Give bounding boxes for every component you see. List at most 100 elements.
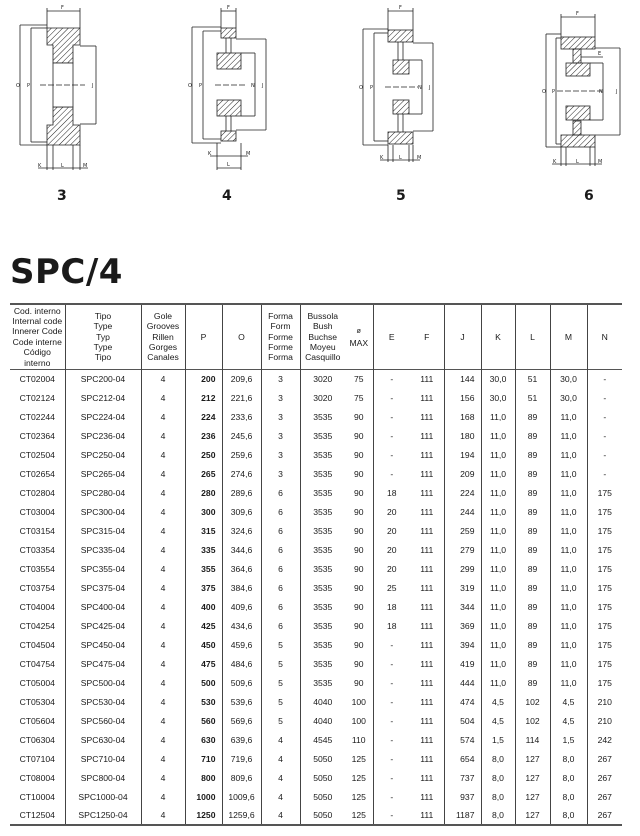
cell-max: 90 <box>345 407 374 426</box>
cell-e: - <box>390 696 394 707</box>
cell-code: CT04254 <box>10 616 66 635</box>
cell-grooves: 4 <box>141 597 186 616</box>
cell-form: 6 <box>261 559 301 578</box>
cell-f: 111 <box>410 673 445 692</box>
cell-n: 175 <box>597 487 612 498</box>
cell-k: 4,5 <box>481 692 516 711</box>
cell-k: 11,0 <box>481 635 516 654</box>
cell-bush: 3535 <box>313 620 333 631</box>
dim-label: L <box>61 163 64 169</box>
cell-max: 100 <box>345 711 374 730</box>
cell-max: 125 <box>345 768 374 787</box>
cell-p: 400 <box>185 597 223 616</box>
cell-e: - <box>390 772 394 783</box>
header-o: O <box>222 304 262 369</box>
cell-j: 144 <box>444 369 482 388</box>
cell-p: 375 <box>185 578 223 597</box>
cell-grooves: 4 <box>141 749 186 768</box>
header-line: Type <box>93 341 113 352</box>
cell-f: 111 <box>410 749 445 768</box>
cell-max: 75 <box>345 369 374 388</box>
dim-label: J <box>428 85 430 91</box>
cell-code: CT06304 <box>10 730 66 749</box>
cell-f: 111 <box>410 521 445 540</box>
cell-max: 90 <box>345 502 374 521</box>
figure-number: 4 <box>222 188 232 204</box>
cell-code: CT08004 <box>10 768 66 787</box>
cell-e: 25 <box>386 582 397 593</box>
cell-k: 11,0 <box>481 673 516 692</box>
table-row: CT03004 SPC300-04 4 300 309,6 6 3535 90 20 111 244… <box>10 502 622 521</box>
cell-bush: 4040 <box>313 696 333 707</box>
cell-f: 111 <box>410 483 445 502</box>
cell-k: 30,0 <box>481 369 516 388</box>
dim-label: O <box>542 89 546 95</box>
dim-label: K <box>38 163 42 169</box>
cell-bush: 4040 <box>313 715 333 726</box>
cell-bush: 4545 <box>313 734 333 745</box>
cell-grooves: 4 <box>141 483 186 502</box>
cell-code: CT12504 <box>10 806 66 825</box>
header-type: Tipo Type Typ Type Tipo <box>65 304 142 369</box>
cell-m: 11,0 <box>550 521 588 540</box>
cell-j: 419 <box>444 654 482 673</box>
figure-number: 3 <box>57 188 67 204</box>
cell-max: 110 <box>345 730 374 749</box>
cell-type: SPC224-04 <box>65 407 142 426</box>
cell-bush: 3535 <box>313 658 333 669</box>
cell-o: 364,6 <box>222 559 262 578</box>
cell-m: 11,0 <box>550 578 588 597</box>
cell-form: 3 <box>261 464 301 483</box>
cell-n: 175 <box>597 525 612 536</box>
header-line: Innerer Code <box>12 326 63 337</box>
dim-label: F <box>61 5 64 11</box>
cell-p: 1000 <box>185 787 223 806</box>
cell-f: 111 <box>410 502 445 521</box>
cell-j: 369 <box>444 616 482 635</box>
cell-o: 539,6 <box>222 692 262 711</box>
header-line: Forma <box>268 310 293 321</box>
cell-type: SPC375-04 <box>65 578 142 597</box>
cell-form: 6 <box>261 502 301 521</box>
cell-m: 4,5 <box>550 692 588 711</box>
cell-grooves: 4 <box>141 407 186 426</box>
cell-max: 90 <box>345 426 374 445</box>
cell-bush: 3535 <box>313 544 333 555</box>
cell-l: 89 <box>515 445 551 464</box>
cell-k: 11,0 <box>481 464 516 483</box>
cell-e: - <box>390 430 394 441</box>
figure-5-drawing: F O P N J K L M <box>340 0 460 185</box>
header-line: Internal code <box>12 315 63 326</box>
cell-bush: 3535 <box>313 506 333 517</box>
cell-p: 355 <box>185 559 223 578</box>
cell-f: 111 <box>410 407 445 426</box>
cell-max: 75 <box>345 388 374 407</box>
cell-type: SPC530-04 <box>65 692 142 711</box>
cell-bush: 3535 <box>313 677 333 688</box>
header-line: Cod. interno <box>13 305 61 316</box>
cell-max: 90 <box>345 464 374 483</box>
cell-form: 5 <box>261 673 301 692</box>
cell-f: 111 <box>410 654 445 673</box>
cell-n: 267 <box>597 810 612 820</box>
header-line: Gorges <box>148 341 178 352</box>
table-row: CT02244 SPC224-04 4 224 233,6 3 3535 90-111 168 1… <box>10 407 622 426</box>
dim-label: M <box>417 155 421 161</box>
cell-f: 111 <box>410 540 445 559</box>
table-row: CT03554 SPC355-04 4 355 364,6 6 3535 90 20 111 299… <box>10 559 622 578</box>
cell-m: 1,5 <box>550 730 588 749</box>
cell-m: 11,0 <box>550 407 588 426</box>
cell-type: SPC280-04 <box>65 483 142 502</box>
cell-grooves: 4 <box>141 730 186 749</box>
cell-grooves: 4 <box>141 635 186 654</box>
cell-code: CT02654 <box>10 464 66 483</box>
cell-form: 4 <box>261 730 301 749</box>
cell-n: 175 <box>597 601 612 612</box>
dim-label: P <box>199 83 202 89</box>
cell-p: 475 <box>185 654 223 673</box>
header-line: ø <box>356 328 361 336</box>
cell-form: 6 <box>261 483 301 502</box>
cell-code: CT10004 <box>10 787 66 806</box>
cell-l: 89 <box>515 464 551 483</box>
cell-j: 244 <box>444 502 482 521</box>
